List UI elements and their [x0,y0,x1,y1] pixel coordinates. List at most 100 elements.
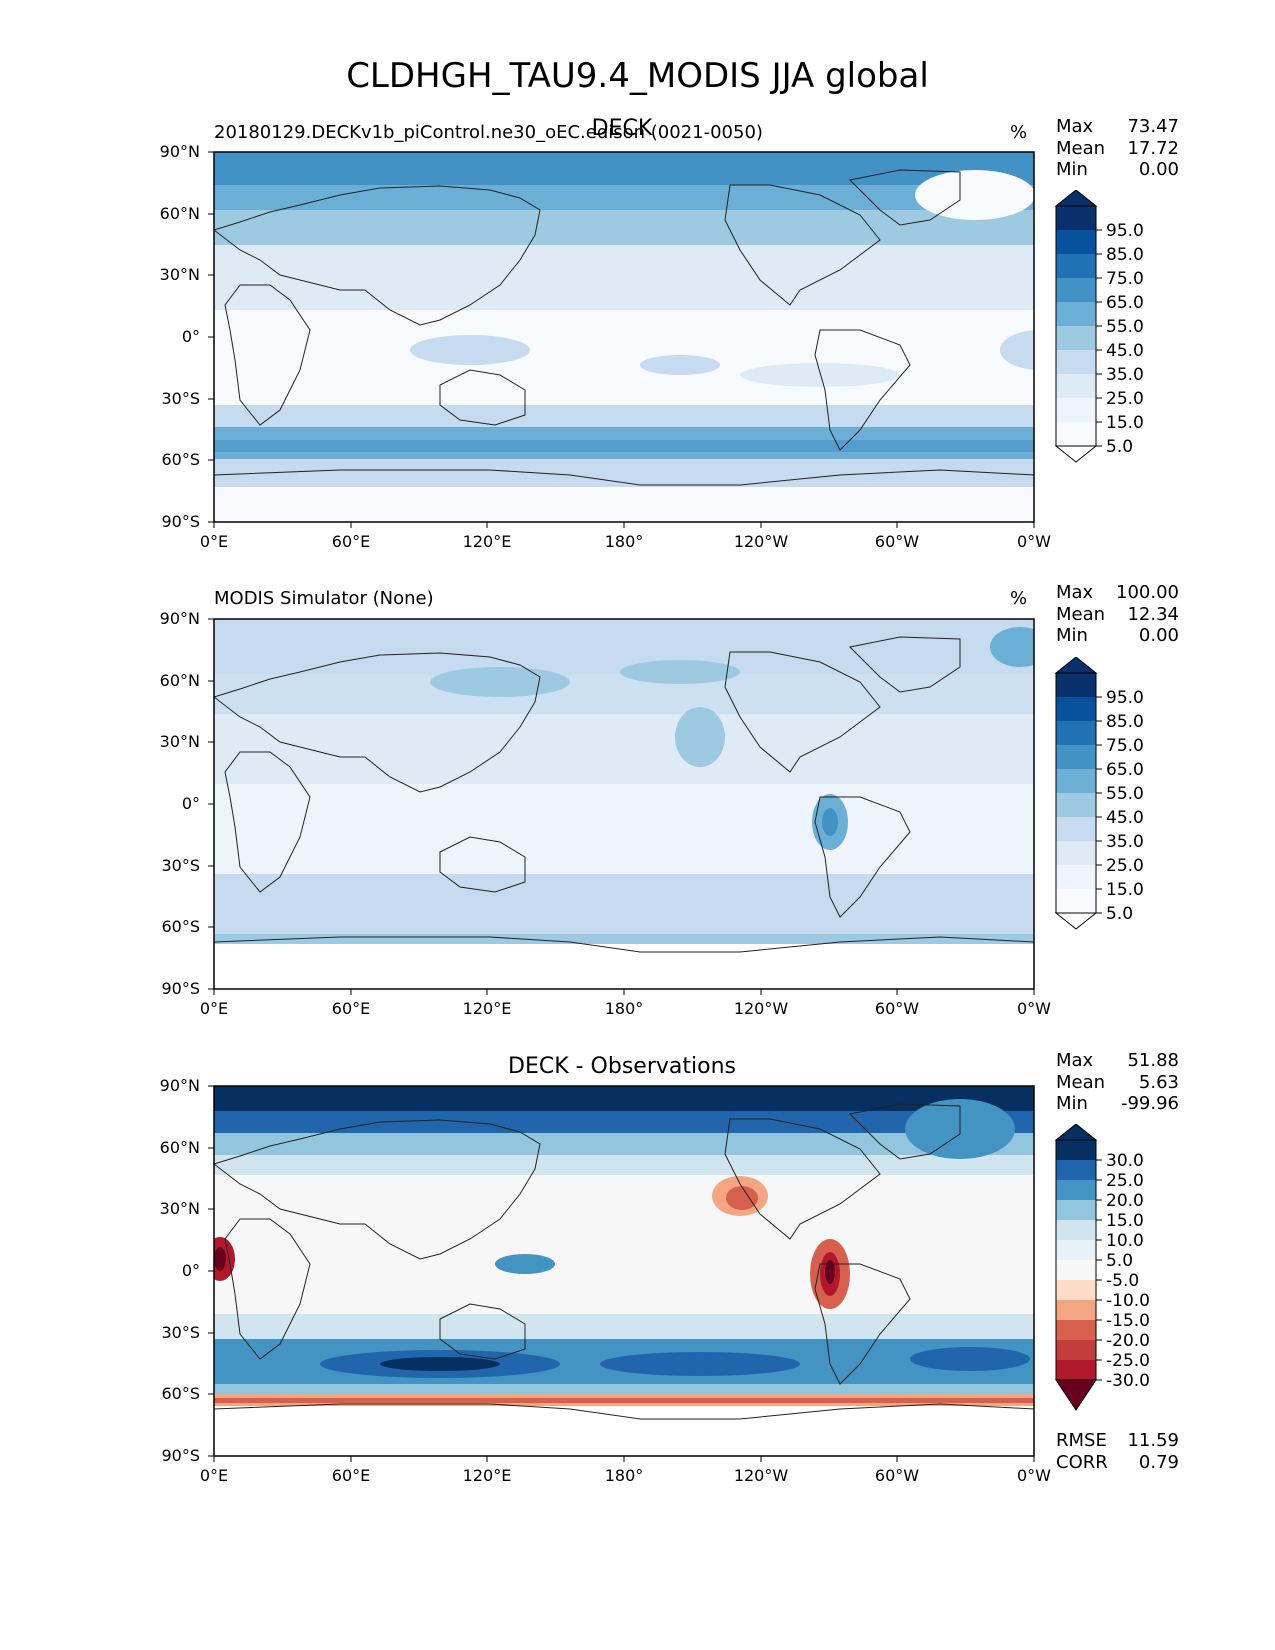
cb3-label-25: 25.0 [1106,1171,1144,1191]
panel1-max-value: 73.47 [1127,116,1179,137]
panel3-max-value: 51.88 [1127,1050,1179,1071]
cb1-label-75: 75.0 [1106,269,1144,289]
cb3-label-neg10: -10.0 [1106,1291,1150,1311]
cb1-label-95: 95.0 [1106,221,1144,241]
panel1-y-axis: 90°N 60°N 30°N 0° 30°S 60°S 90°S [160,142,214,531]
panel1-x-axis: 0°E 60°E 120°E 180° 120°W 60°W 0°W [200,522,1051,551]
panel3-field [214,1086,1034,1456]
panel2-left-title: MODIS Simulator (None) [214,588,434,609]
cb1-swatch-3 [1056,254,1096,278]
cb3-swatch-10 [1056,1320,1096,1340]
panel3-ytick-90n: 90°N [160,1076,200,1095]
cb3-swatch-5 [1056,1220,1096,1240]
panel2-colorbar: 95.0 85.0 75.0 65.0 55.0 45.0 35.0 25.0 … [1054,657,1144,930]
panel3-center-title: DECK - Observations [508,1054,736,1079]
cb2-label-15: 15.0 [1106,880,1144,900]
cb2-swatch-2 [1056,697,1096,721]
cb2-swatch-5 [1056,769,1096,793]
cb1-swatch-4 [1056,278,1096,302]
panel1-max-label: Max [1056,116,1094,137]
cb2-label-5: 5.0 [1106,904,1133,924]
panel2-field [214,619,1034,989]
cb3-swatch-11 [1056,1340,1096,1360]
panel2-xtick-120w: 120°W [734,999,789,1018]
panel3-ytick-60s: 60°S [161,1384,200,1403]
cb1-swatch-5 [1056,302,1096,326]
cb2-swatch-1 [1056,673,1096,697]
cb3-swatch-4 [1056,1200,1096,1220]
panel2-coastlines [212,636,1035,953]
panel2-min-label: Min [1056,625,1088,646]
cb2-swatch-7 [1056,817,1096,841]
cb3-swatch-9 [1056,1300,1096,1320]
panel1-min-label: Min [1056,159,1088,180]
figure-title: CLDHGH_TAU9.4_MODIS JJA global [346,56,929,96]
panel3-xtick-60w: 60°W [875,1466,919,1485]
panel3-ytick-30s: 30°S [161,1323,200,1342]
panel3-y-axis: 90°N 60°N 30°N 0° 30°S 60°S 90°S [160,1076,214,1465]
panel2-mean-value: 12.34 [1127,604,1179,625]
panel1-units: % [1010,122,1028,143]
cb3-label-neg20: -20.0 [1106,1331,1150,1351]
panel2-units: % [1010,588,1028,609]
cb2-swatch-8 [1056,841,1096,865]
panel1-ytick-30s: 30°S [161,389,200,408]
cb2-label-65: 65.0 [1106,760,1144,780]
cb2-swatch-3 [1056,721,1096,745]
cb1-label-45: 45.0 [1106,341,1144,361]
cb3-label-neg15: -15.0 [1106,1311,1150,1331]
panel3-min-label: Min [1056,1093,1088,1114]
cb1-label-65: 65.0 [1106,293,1144,313]
panel1-xtick-180: 180° [605,532,644,551]
panel1-colorbar-bottom-extend [1054,445,1098,463]
cb2-swatch-6 [1056,793,1096,817]
panel3-ytick-60n: 60°N [160,1138,200,1157]
cb1-label-85: 85.0 [1106,245,1144,265]
panel3-xtick-0w: 0°W [1017,1466,1051,1485]
cb3-label-20: 20.0 [1106,1191,1144,1211]
cb1-swatch-1 [1056,206,1096,230]
panel2-ytick-0: 0° [182,794,200,813]
panel3-map: 90°N 60°N 30°N 0° 30°S 60°S 90°S 0°E 60°… [160,1076,1052,1485]
cb1-label-25: 25.0 [1106,389,1144,409]
panel2-colorbar-top-extend [1054,657,1098,674]
panel1-ytick-90n: 90°N [160,142,200,161]
cb2-label-45: 45.0 [1106,808,1144,828]
cb3-label-neg30: -30.0 [1106,1371,1150,1391]
cb2-label-55: 55.0 [1106,784,1144,804]
cb3-swatch-3 [1056,1180,1096,1200]
panel1-map: 90°N 60°N 30°N 0° 30°S 60°S 90°S 0°E 60°… [160,142,1052,551]
cb1-swatch-8 [1056,374,1096,398]
panel3-mean-value: 5.63 [1138,1072,1179,1093]
panel2-ytick-60s: 60°S [161,917,200,936]
panel3-corr-value: 0.79 [1138,1452,1179,1473]
panel1-ytick-30n: 30°N [160,265,200,284]
panel1-xtick-60w: 60°W [875,532,919,551]
cb1-label-35: 35.0 [1106,365,1144,385]
panel3-rmse-value: 11.59 [1127,1430,1179,1451]
panel2-y-axis: 90°N 60°N 30°N 0° 30°S 60°S 90°S [160,609,214,998]
cb2-label-75: 75.0 [1106,736,1144,756]
panel2-mean-label: Mean [1056,604,1106,625]
panel1-ytick-0: 0° [182,327,200,346]
panel2-ytick-90s: 90°S [161,979,200,998]
panel3-xtick-180: 180° [605,1466,644,1485]
cb1-label-55: 55.0 [1106,317,1144,337]
panel2-xtick-0w: 0°W [1017,999,1051,1018]
panel3-xtick-0e: 0°E [200,1466,228,1485]
panel2-ytick-60n: 60°N [160,671,200,690]
cb1-label-5: 5.0 [1106,437,1133,457]
panel1-mean-value: 17.72 [1127,138,1179,159]
cb3-swatch-6 [1056,1240,1096,1260]
panel3-max-label: Max [1056,1050,1094,1071]
cb1-label-15: 15.0 [1106,413,1144,433]
panel2-colorbar-bottom-extend [1054,912,1098,930]
panel1-ytick-60n: 60°N [160,204,200,223]
panel2-ytick-90n: 90°N [160,609,200,628]
panel1-xtick-0e: 0°E [200,532,228,551]
cb2-label-35: 35.0 [1106,832,1144,852]
cb2-swatch-10 [1056,889,1096,913]
panel3-colorbar-bottom-extend [1055,1379,1097,1411]
cb3-swatch-7 [1056,1260,1096,1280]
cb2-swatch-4 [1056,745,1096,769]
